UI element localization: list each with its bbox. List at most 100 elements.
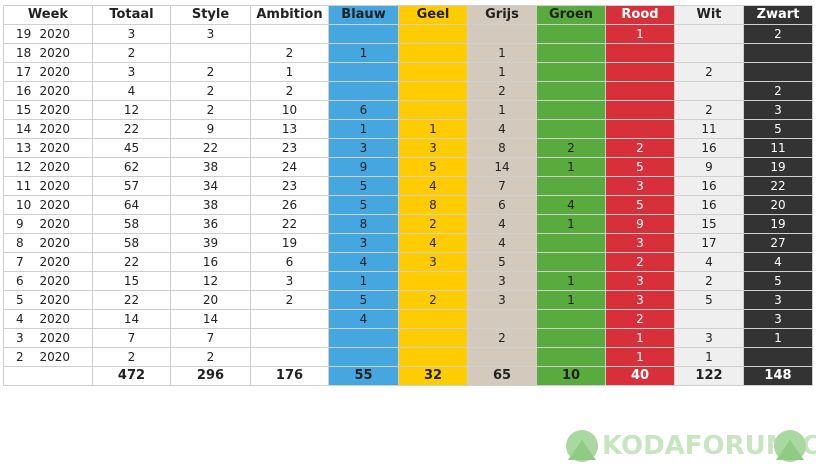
watermark: KODAFORUM.C (566, 430, 816, 462)
week-wrap: 9 2020 (4, 215, 92, 233)
cell: 5 (328, 195, 399, 215)
cell (467, 347, 537, 367)
cell: 2 (674, 62, 744, 82)
total-cell: 176 (250, 366, 329, 386)
cell: 3 (467, 271, 537, 291)
cell (536, 43, 606, 63)
cell: 34 (170, 176, 251, 196)
cell (743, 62, 813, 82)
cell (536, 62, 606, 82)
cell: 36 (170, 214, 251, 234)
cell (398, 271, 468, 291)
cell (536, 24, 606, 44)
week-wrap: 8 2020 (4, 234, 92, 252)
week-cell: 5 2020 (3, 290, 93, 310)
cell: 4 (467, 214, 537, 234)
week-wrap: 7 2020 (4, 253, 92, 271)
week-number: 5 (16, 293, 24, 307)
column-header: Blauw (328, 5, 399, 25)
week-cell: 12 2020 (3, 157, 93, 177)
cell: 2 (467, 81, 537, 101)
cell: 3 (170, 24, 251, 44)
cell (674, 81, 744, 101)
cell: 3 (743, 100, 813, 120)
cell: 6 (250, 252, 329, 272)
cell: 16 (674, 176, 744, 196)
cell: 2 (170, 347, 251, 367)
logo (774, 430, 806, 462)
table-row: 10 2020 64 38 26 5 8 6 4 5 16 20 (3, 195, 813, 215)
cell (536, 233, 606, 253)
cell: 3 (605, 233, 675, 253)
column-header: Totaal (92, 5, 171, 25)
week-cell: 18 2020 (3, 43, 93, 63)
cell: 2 (170, 81, 251, 101)
cell: 23 (250, 176, 329, 196)
cell: 1 (674, 347, 744, 367)
table-row: 15 2020 12 2 10 6 1 2 3 (3, 100, 813, 120)
cell (605, 81, 675, 101)
cell (398, 62, 468, 82)
cell: 58 (92, 214, 171, 234)
total-cell: 32 (398, 366, 468, 386)
week-wrap: 11 2020 (4, 177, 92, 195)
cell: 1 (605, 347, 675, 367)
week-number: 11 (16, 179, 32, 193)
cell: 22 (92, 252, 171, 272)
table-row: 17 2020 3 2 1 1 2 (3, 62, 813, 82)
cell: 3 (398, 252, 468, 272)
table-row: 2 2020 2 2 1 1 (3, 347, 813, 367)
cell: 64 (92, 195, 171, 215)
cell: 2 (170, 100, 251, 120)
cell: 24 (250, 157, 329, 177)
table-row: 12 2020 62 38 24 9 5 14 1 5 9 19 (3, 157, 813, 177)
cell: 19 (743, 214, 813, 234)
cell: 8 (328, 214, 399, 234)
cell: 12 (170, 271, 251, 291)
cell: 8 (398, 195, 468, 215)
cell: 11 (743, 138, 813, 158)
week-number: 16 (16, 84, 32, 98)
column-header: Zwart (743, 5, 813, 25)
cell (536, 328, 606, 348)
cell: 2 (467, 328, 537, 348)
cell: 5 (605, 195, 675, 215)
cell: 23 (250, 138, 329, 158)
cell (674, 309, 744, 329)
column-header: Grijs (467, 5, 537, 25)
table-row: 13 2020 45 22 23 3 3 8 2 2 16 11 (3, 138, 813, 158)
cell: 1 (467, 100, 537, 120)
cell (536, 176, 606, 196)
data-table: Week Totaal Style Ambition Blauw Geel Grijs Gro… (3, 5, 813, 386)
column-header: Week (3, 5, 93, 25)
cell: 2 (605, 309, 675, 329)
year: 2020 (39, 65, 70, 79)
table-body: 19 2020 3 3 1 2 18 2020 2 2 1 1 17 2020 3 2 1 1 2 16 2020 4 2 2… (3, 24, 813, 386)
cell: 38 (170, 195, 251, 215)
cell (398, 81, 468, 101)
cell: 3 (250, 271, 329, 291)
week-number: 2 (16, 350, 24, 364)
cell: 2 (674, 271, 744, 291)
cell: 5 (467, 252, 537, 272)
week-cell: 16 2020 (3, 81, 93, 101)
cell (674, 43, 744, 63)
cell: 9 (674, 157, 744, 177)
cell (743, 347, 813, 367)
year: 2020 (39, 141, 70, 155)
table-row: 7 2020 22 16 6 4 3 5 2 4 4 (3, 252, 813, 272)
week-cell: 9 2020 (3, 214, 93, 234)
cell: 2 (250, 43, 329, 63)
week-number: 9 (16, 217, 24, 231)
cell: 19 (743, 157, 813, 177)
cell: 13 (250, 119, 329, 139)
cell: 1 (250, 62, 329, 82)
cell: 2 (605, 138, 675, 158)
cell: 1 (605, 328, 675, 348)
cell (605, 62, 675, 82)
cell: 3 (743, 290, 813, 310)
total-cell: 472 (92, 366, 171, 386)
cell: 14 (92, 309, 171, 329)
cell: 14 (467, 157, 537, 177)
cell: 2 (398, 214, 468, 234)
